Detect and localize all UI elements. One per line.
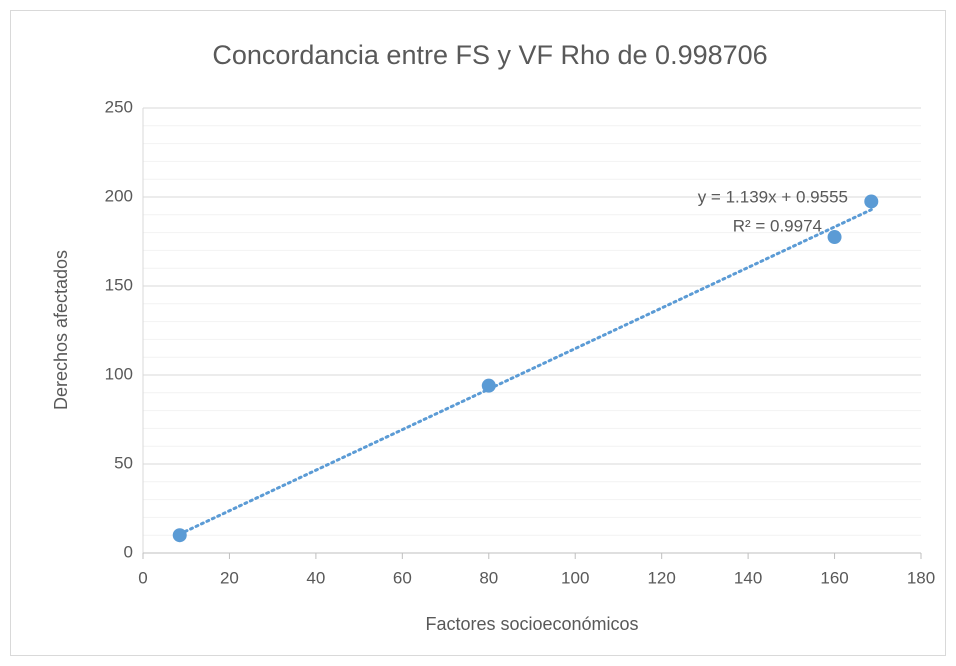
trendline-equation: y = 1.139x + 0.9555 bbox=[698, 187, 848, 206]
y-tick-label: 250 bbox=[105, 97, 133, 116]
y-tick-label: 150 bbox=[105, 275, 133, 294]
point bbox=[827, 230, 842, 245]
chart-border bbox=[10, 10, 946, 656]
trendline bbox=[178, 208, 873, 536]
point bbox=[172, 528, 187, 543]
x-tick-label: 180 bbox=[907, 568, 935, 587]
x-tick-label: 100 bbox=[561, 568, 589, 587]
x-tick-label: 80 bbox=[479, 568, 498, 587]
x-tick-label: 20 bbox=[220, 568, 239, 587]
y-tick-label: 200 bbox=[105, 186, 133, 205]
chart-title: Concordancia entre FS y VF Rho de 0.9987… bbox=[212, 40, 767, 70]
x-axis-title: Factores socioeconómicos bbox=[425, 614, 638, 634]
y-tick-label: 100 bbox=[105, 364, 133, 383]
point bbox=[864, 194, 879, 209]
y-axis-title: Derechos afectados bbox=[51, 250, 71, 410]
x-tick-label: 0 bbox=[138, 568, 147, 587]
x-tick-label: 60 bbox=[393, 568, 412, 587]
x-tick-label: 40 bbox=[306, 568, 325, 587]
x-tick-label: 160 bbox=[820, 568, 848, 587]
trendline-r2: R² = 0.9974 bbox=[733, 216, 822, 235]
y-tick-label: 50 bbox=[114, 453, 133, 472]
point bbox=[481, 378, 496, 393]
x-tick-label: 120 bbox=[647, 568, 675, 587]
y-tick-label: 0 bbox=[124, 542, 133, 561]
x-tick-label: 140 bbox=[734, 568, 762, 587]
